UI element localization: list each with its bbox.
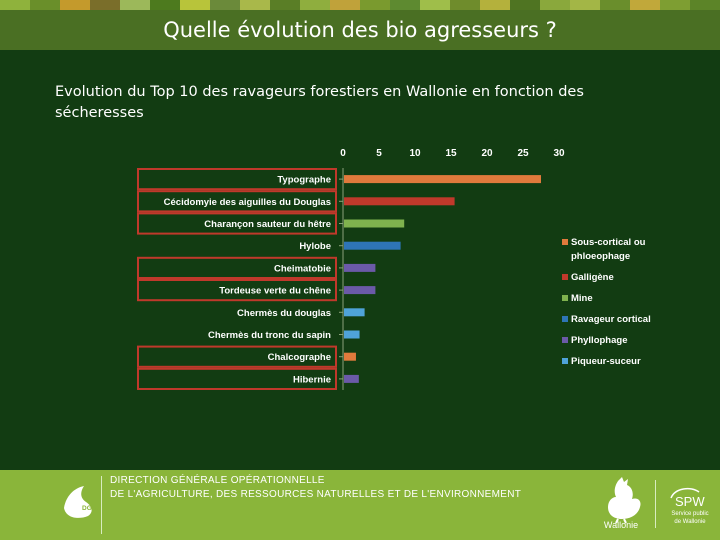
spw-caption-line-1: Service public [671, 511, 709, 517]
x-tick-label: 15 [445, 148, 457, 159]
header-stripe [630, 0, 660, 10]
header-stripe [0, 0, 30, 10]
bar [344, 330, 360, 339]
bar [344, 263, 376, 272]
header-stripe [210, 0, 240, 10]
category-highlight-box [137, 279, 337, 302]
header-stripe [180, 0, 210, 10]
legend-swatch [562, 316, 568, 322]
header-stripe [540, 0, 570, 10]
category-label: Cécidomyie des aiguilles du Douglas [164, 197, 331, 208]
header-stripe [240, 0, 270, 10]
header-stripe [30, 0, 60, 10]
legend-label: Ravageur cortical [571, 314, 651, 325]
header-stripe [120, 0, 150, 10]
x-tick-label: 30 [553, 148, 565, 159]
category-highlight-box [137, 190, 337, 213]
category-highlight-box [137, 367, 337, 390]
x-tick-label: 10 [409, 148, 421, 159]
spw-logo-text: SPW [675, 494, 705, 509]
dgo3-logo-text: DGO3 [82, 505, 101, 512]
legend-label: phloeophage [571, 251, 630, 262]
header-stripe [510, 0, 540, 10]
category-label: Hylobe [299, 241, 331, 252]
dgo3-logo: DGO3 [64, 486, 101, 518]
category-label: Hibernie [293, 374, 331, 385]
legend-label: Phyllophage [571, 335, 627, 346]
header-stripe [660, 0, 690, 10]
header-stripe [600, 0, 630, 10]
header-stripe [270, 0, 300, 10]
footer-direction-text: DIRECTION GÉNÉRALE OPÉRATIONNELLE DE L'A… [110, 473, 521, 502]
bar [344, 374, 359, 383]
legend-label: Galligène [571, 272, 614, 283]
header-stripe [360, 0, 390, 10]
spw-logo: SPW [670, 487, 705, 509]
spw-caption: Service public de Wallonie [665, 510, 715, 526]
footer-line-2: DE L'AGRICULTURE, DES RESSOURCES NATUREL… [110, 489, 522, 500]
header-stripe [450, 0, 480, 10]
header-stripe [90, 0, 120, 10]
legend-swatch [562, 358, 568, 364]
slide-title: Quelle évolution des bio agresseurs ? [163, 18, 557, 42]
bar [344, 286, 376, 295]
category-label: Chermès du douglas [237, 308, 331, 319]
category-label: Typographe [277, 175, 331, 186]
header-stripe [690, 0, 720, 10]
footer-divider-left [101, 476, 102, 534]
x-tick-label: 5 [376, 148, 382, 159]
legend-label: Sous-cortical ou [571, 237, 646, 248]
header-color-stripes [0, 0, 720, 10]
header-stripe [150, 0, 180, 10]
footer-band [0, 470, 720, 540]
category-label: Chermès du tronc du sapin [208, 330, 331, 341]
header-stripe [480, 0, 510, 10]
category-label: Tordeuse verte du chêne [219, 286, 331, 297]
x-tick-label: 25 [517, 148, 529, 159]
category-label: Charançon sauteur du hêtre [204, 219, 331, 230]
category-highlight-box [137, 168, 337, 191]
header-stripe [300, 0, 330, 10]
legend-swatch [562, 337, 568, 343]
legend-label: Piqueur-suceur [571, 356, 641, 367]
wallonie-rooster-logo [608, 477, 641, 524]
bar [344, 219, 405, 228]
header-stripe [420, 0, 450, 10]
x-tick-label: 0 [340, 148, 346, 159]
title-banner: Quelle évolution des bio agresseurs ? [0, 10, 720, 50]
spw-caption-line-2: de Wallonie [674, 519, 706, 525]
footer-line-1: DIRECTION GÉNÉRALE OPÉRATIONNELLE [110, 475, 325, 486]
bar [344, 197, 455, 206]
category-label: Cheimatobie [274, 263, 331, 274]
header-stripe [390, 0, 420, 10]
legend-swatch [562, 274, 568, 280]
bar-chart: 0 5 10 15 20 25 30 Typographe Cécidomyie des aig… [137, 148, 651, 390]
header-stripe [60, 0, 90, 10]
bar [344, 175, 541, 184]
bar [344, 241, 401, 250]
chart-subtitle: Evolution du Top 10 des ravageurs forest… [55, 84, 584, 121]
header-stripe [570, 0, 600, 10]
bar [344, 352, 356, 361]
category-label: Chalcographe [268, 352, 331, 363]
category-highlight-box [137, 345, 337, 368]
wallonie-label: Wallonie [603, 520, 639, 530]
legend-swatch [562, 295, 568, 301]
x-tick-label: 20 [481, 148, 493, 159]
header-stripe [330, 0, 360, 10]
category-highlight-box [137, 256, 337, 279]
footer-divider-right [655, 480, 656, 528]
bar [344, 308, 365, 317]
legend-label: Mine [571, 293, 593, 304]
legend-swatch [562, 239, 568, 245]
category-highlight-box [137, 212, 337, 235]
